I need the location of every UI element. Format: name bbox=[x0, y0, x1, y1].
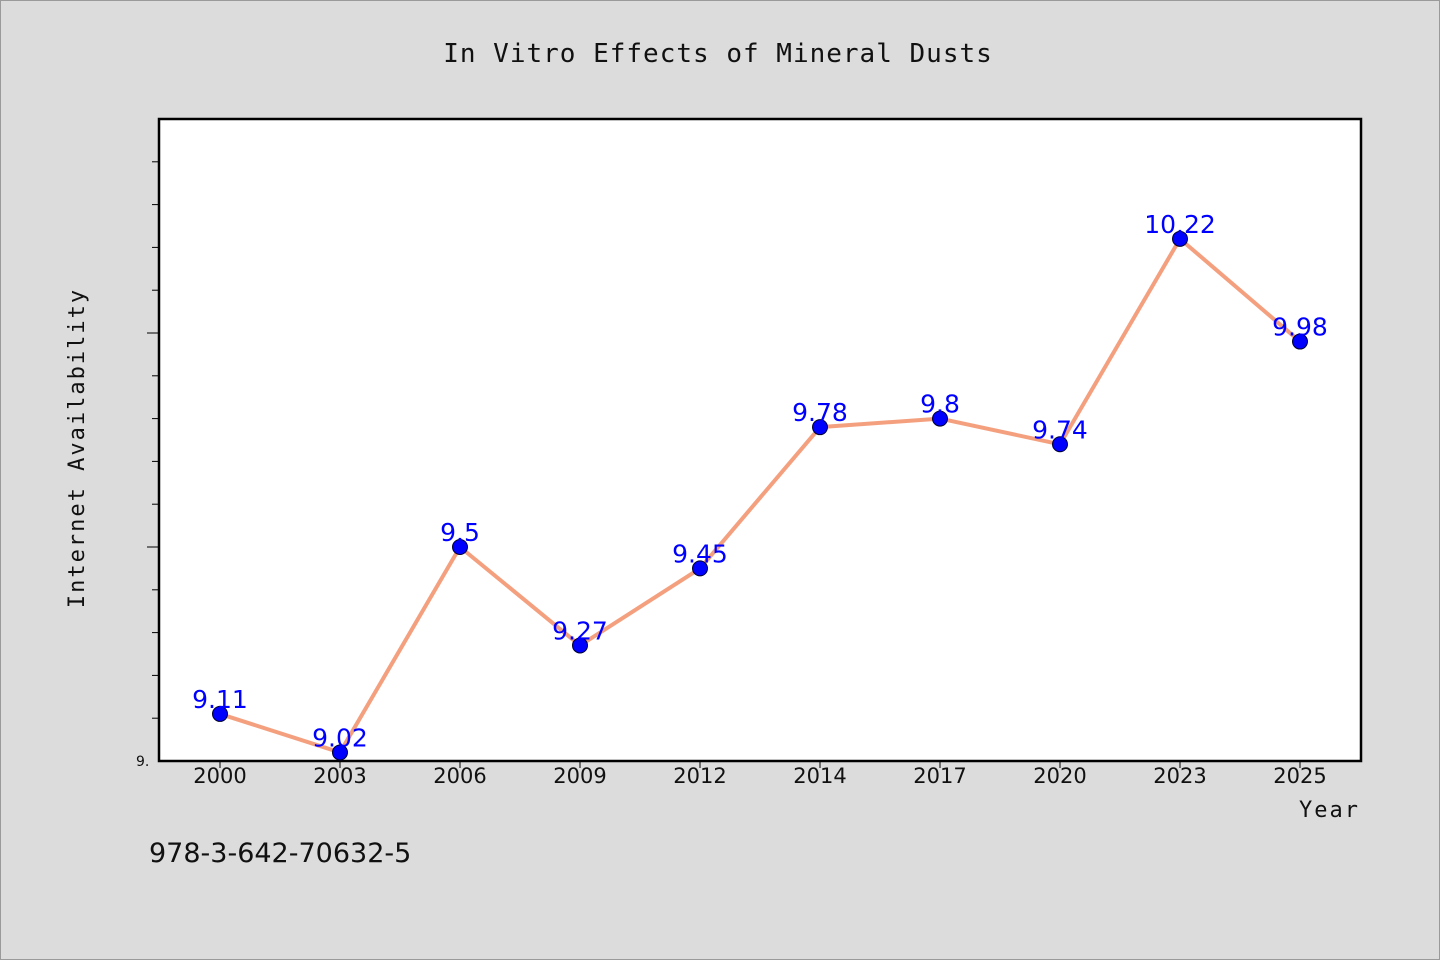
x-tick-label: 2025 bbox=[1273, 764, 1326, 788]
data-label: 9.78 bbox=[792, 398, 848, 427]
x-tick-label: 2023 bbox=[1153, 764, 1206, 788]
data-label: 9.8 bbox=[920, 390, 960, 419]
x-tick-label: 2014 bbox=[793, 764, 846, 788]
data-point bbox=[212, 705, 228, 722]
data-point bbox=[1052, 436, 1068, 453]
x-tick-label: 2009 bbox=[553, 764, 606, 788]
x-tick-label: 2006 bbox=[433, 764, 486, 788]
data-label: 9.11 bbox=[192, 685, 248, 714]
chart-title: In Vitro Effects of Mineral Dusts bbox=[443, 39, 993, 69]
series-line bbox=[218, 236, 1302, 755]
data-point bbox=[932, 410, 948, 427]
x-axis-ticks bbox=[219, 761, 1301, 768]
plot-area bbox=[157, 117, 1363, 763]
data-label: 9.74 bbox=[1032, 415, 1088, 444]
data-label: 9.45 bbox=[672, 539, 728, 568]
series-group: 9.11 9.02 9.5 9.27 9.45 9.78 9.8 9.74 10.22 9.98 bbox=[192, 210, 1328, 761]
x-tick-label: 2000 bbox=[193, 764, 246, 788]
x-tick-label: 2017 bbox=[913, 764, 966, 788]
x-tick-label: 2012 bbox=[673, 764, 726, 788]
data-point bbox=[1172, 230, 1188, 247]
isbn-label: 978-3-642-70632-5 bbox=[149, 838, 411, 869]
data-label: 9.98 bbox=[1272, 313, 1328, 342]
data-label: 9.27 bbox=[552, 616, 608, 645]
data-label: 10.22 bbox=[1144, 210, 1216, 239]
data-point bbox=[452, 539, 468, 555]
x-axis-label: Year bbox=[1299, 798, 1360, 823]
y-axis-ticks bbox=[147, 161, 159, 719]
data-point bbox=[812, 419, 828, 436]
x-tick-label: 2003 bbox=[313, 764, 366, 788]
data-point bbox=[572, 637, 588, 654]
x-tick-label: 2020 bbox=[1033, 764, 1086, 788]
data-label: 9.02 bbox=[312, 723, 368, 752]
data-point bbox=[1292, 333, 1308, 350]
data-point bbox=[692, 560, 708, 577]
x-axis-tick-labels: 2000 2003 2006 2009 2012 2014 2017 2020 2023 2025 bbox=[193, 764, 1326, 788]
data-label: 9.5 bbox=[440, 518, 480, 547]
y-axis-label: Internet Availability bbox=[65, 288, 90, 608]
data-point bbox=[332, 744, 348, 761]
y-axis-min-label: 9. bbox=[136, 754, 149, 770]
